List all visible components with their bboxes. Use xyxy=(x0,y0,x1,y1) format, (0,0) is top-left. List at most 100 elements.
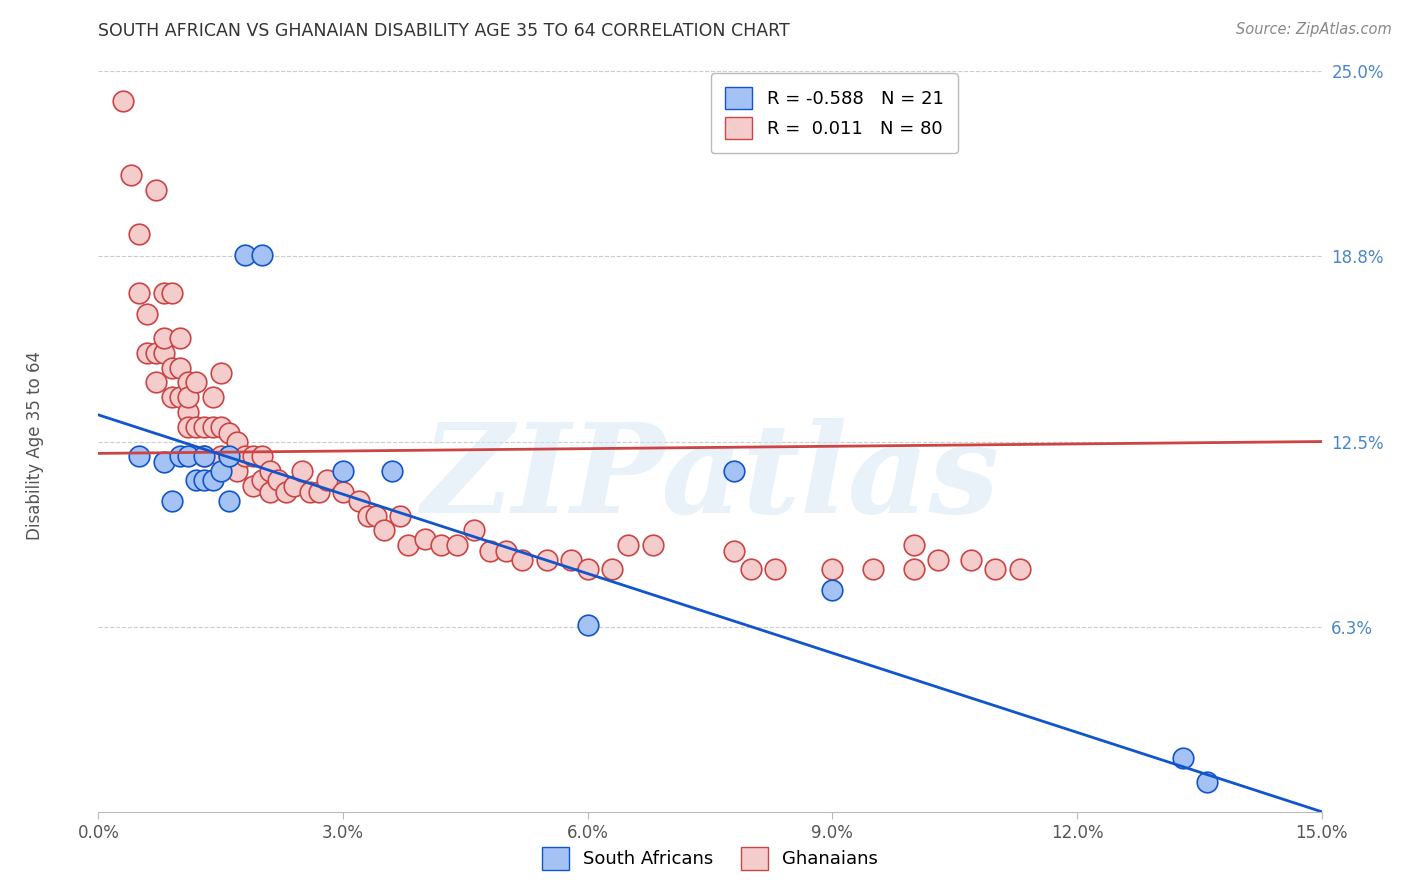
Point xyxy=(209,450,232,464)
Point xyxy=(283,479,305,493)
Point xyxy=(160,360,183,375)
Point xyxy=(641,538,664,552)
Point xyxy=(723,544,745,558)
Point xyxy=(723,464,745,478)
Point xyxy=(960,553,983,567)
Point xyxy=(201,419,224,434)
Point xyxy=(145,376,167,390)
Point xyxy=(226,434,249,449)
Point xyxy=(413,533,436,547)
Point xyxy=(201,390,224,404)
Point xyxy=(1171,751,1194,765)
Point xyxy=(242,450,264,464)
Point xyxy=(617,538,640,552)
Point xyxy=(201,473,224,487)
Point xyxy=(463,524,485,538)
Point xyxy=(136,307,159,321)
Text: ZIPatlas: ZIPatlas xyxy=(420,417,1000,540)
Point xyxy=(177,450,200,464)
Point xyxy=(389,508,412,523)
Point xyxy=(128,286,150,301)
Point xyxy=(250,473,273,487)
Point xyxy=(169,450,191,464)
Point xyxy=(186,376,208,390)
Point xyxy=(356,508,378,523)
Point xyxy=(177,390,200,404)
Point xyxy=(903,538,925,552)
Point xyxy=(169,390,191,404)
Point xyxy=(145,183,167,197)
Text: Source: ZipAtlas.com: Source: ZipAtlas.com xyxy=(1236,22,1392,37)
Point xyxy=(373,524,395,538)
Point xyxy=(512,553,534,567)
Point xyxy=(1197,775,1219,789)
Point xyxy=(495,544,517,558)
Point xyxy=(152,331,174,345)
Point xyxy=(209,419,232,434)
Point xyxy=(209,367,232,381)
Point xyxy=(218,493,240,508)
Point xyxy=(560,553,582,567)
Point xyxy=(364,508,387,523)
Point xyxy=(315,473,337,487)
Point xyxy=(821,582,844,597)
Point xyxy=(299,484,322,499)
Point xyxy=(177,376,200,390)
Point xyxy=(193,450,215,464)
Point xyxy=(576,562,599,576)
Point xyxy=(821,562,844,576)
Point xyxy=(169,360,191,375)
Point xyxy=(308,484,330,499)
Point xyxy=(233,248,256,262)
Point xyxy=(291,464,314,478)
Point xyxy=(233,450,256,464)
Point xyxy=(218,425,240,440)
Point xyxy=(186,473,208,487)
Point xyxy=(145,345,167,359)
Point xyxy=(193,473,215,487)
Point xyxy=(259,484,281,499)
Point xyxy=(128,227,150,242)
Point xyxy=(128,450,150,464)
Point xyxy=(160,390,183,404)
Point xyxy=(120,168,142,182)
Point xyxy=(332,464,354,478)
Point xyxy=(218,450,240,464)
Point xyxy=(478,544,501,558)
Point xyxy=(267,473,290,487)
Point xyxy=(169,331,191,345)
Point xyxy=(193,450,215,464)
Point xyxy=(576,618,599,632)
Point xyxy=(740,562,762,576)
Point xyxy=(226,464,249,478)
Point xyxy=(218,450,240,464)
Point xyxy=(349,493,371,508)
Point xyxy=(927,553,949,567)
Point xyxy=(242,479,264,493)
Point xyxy=(600,562,623,576)
Point xyxy=(332,484,354,499)
Point xyxy=(862,562,884,576)
Point xyxy=(259,464,281,478)
Point xyxy=(446,538,468,552)
Point xyxy=(136,345,159,359)
Point xyxy=(160,286,183,301)
Text: Disability Age 35 to 64: Disability Age 35 to 64 xyxy=(27,351,44,541)
Point xyxy=(763,562,786,576)
Text: SOUTH AFRICAN VS GHANAIAN DISABILITY AGE 35 TO 64 CORRELATION CHART: SOUTH AFRICAN VS GHANAIAN DISABILITY AGE… xyxy=(98,22,790,40)
Point xyxy=(152,345,174,359)
Legend: South Africans, Ghanaians: South Africans, Ghanaians xyxy=(534,840,886,877)
Point xyxy=(193,419,215,434)
Point xyxy=(152,286,174,301)
Point xyxy=(177,405,200,419)
Point xyxy=(396,538,419,552)
Point xyxy=(250,248,273,262)
Point xyxy=(984,562,1007,576)
Point xyxy=(177,419,200,434)
Point xyxy=(274,484,297,499)
Point xyxy=(430,538,453,552)
Point xyxy=(1008,562,1031,576)
Point xyxy=(903,562,925,576)
Point xyxy=(250,450,273,464)
Point xyxy=(160,493,183,508)
